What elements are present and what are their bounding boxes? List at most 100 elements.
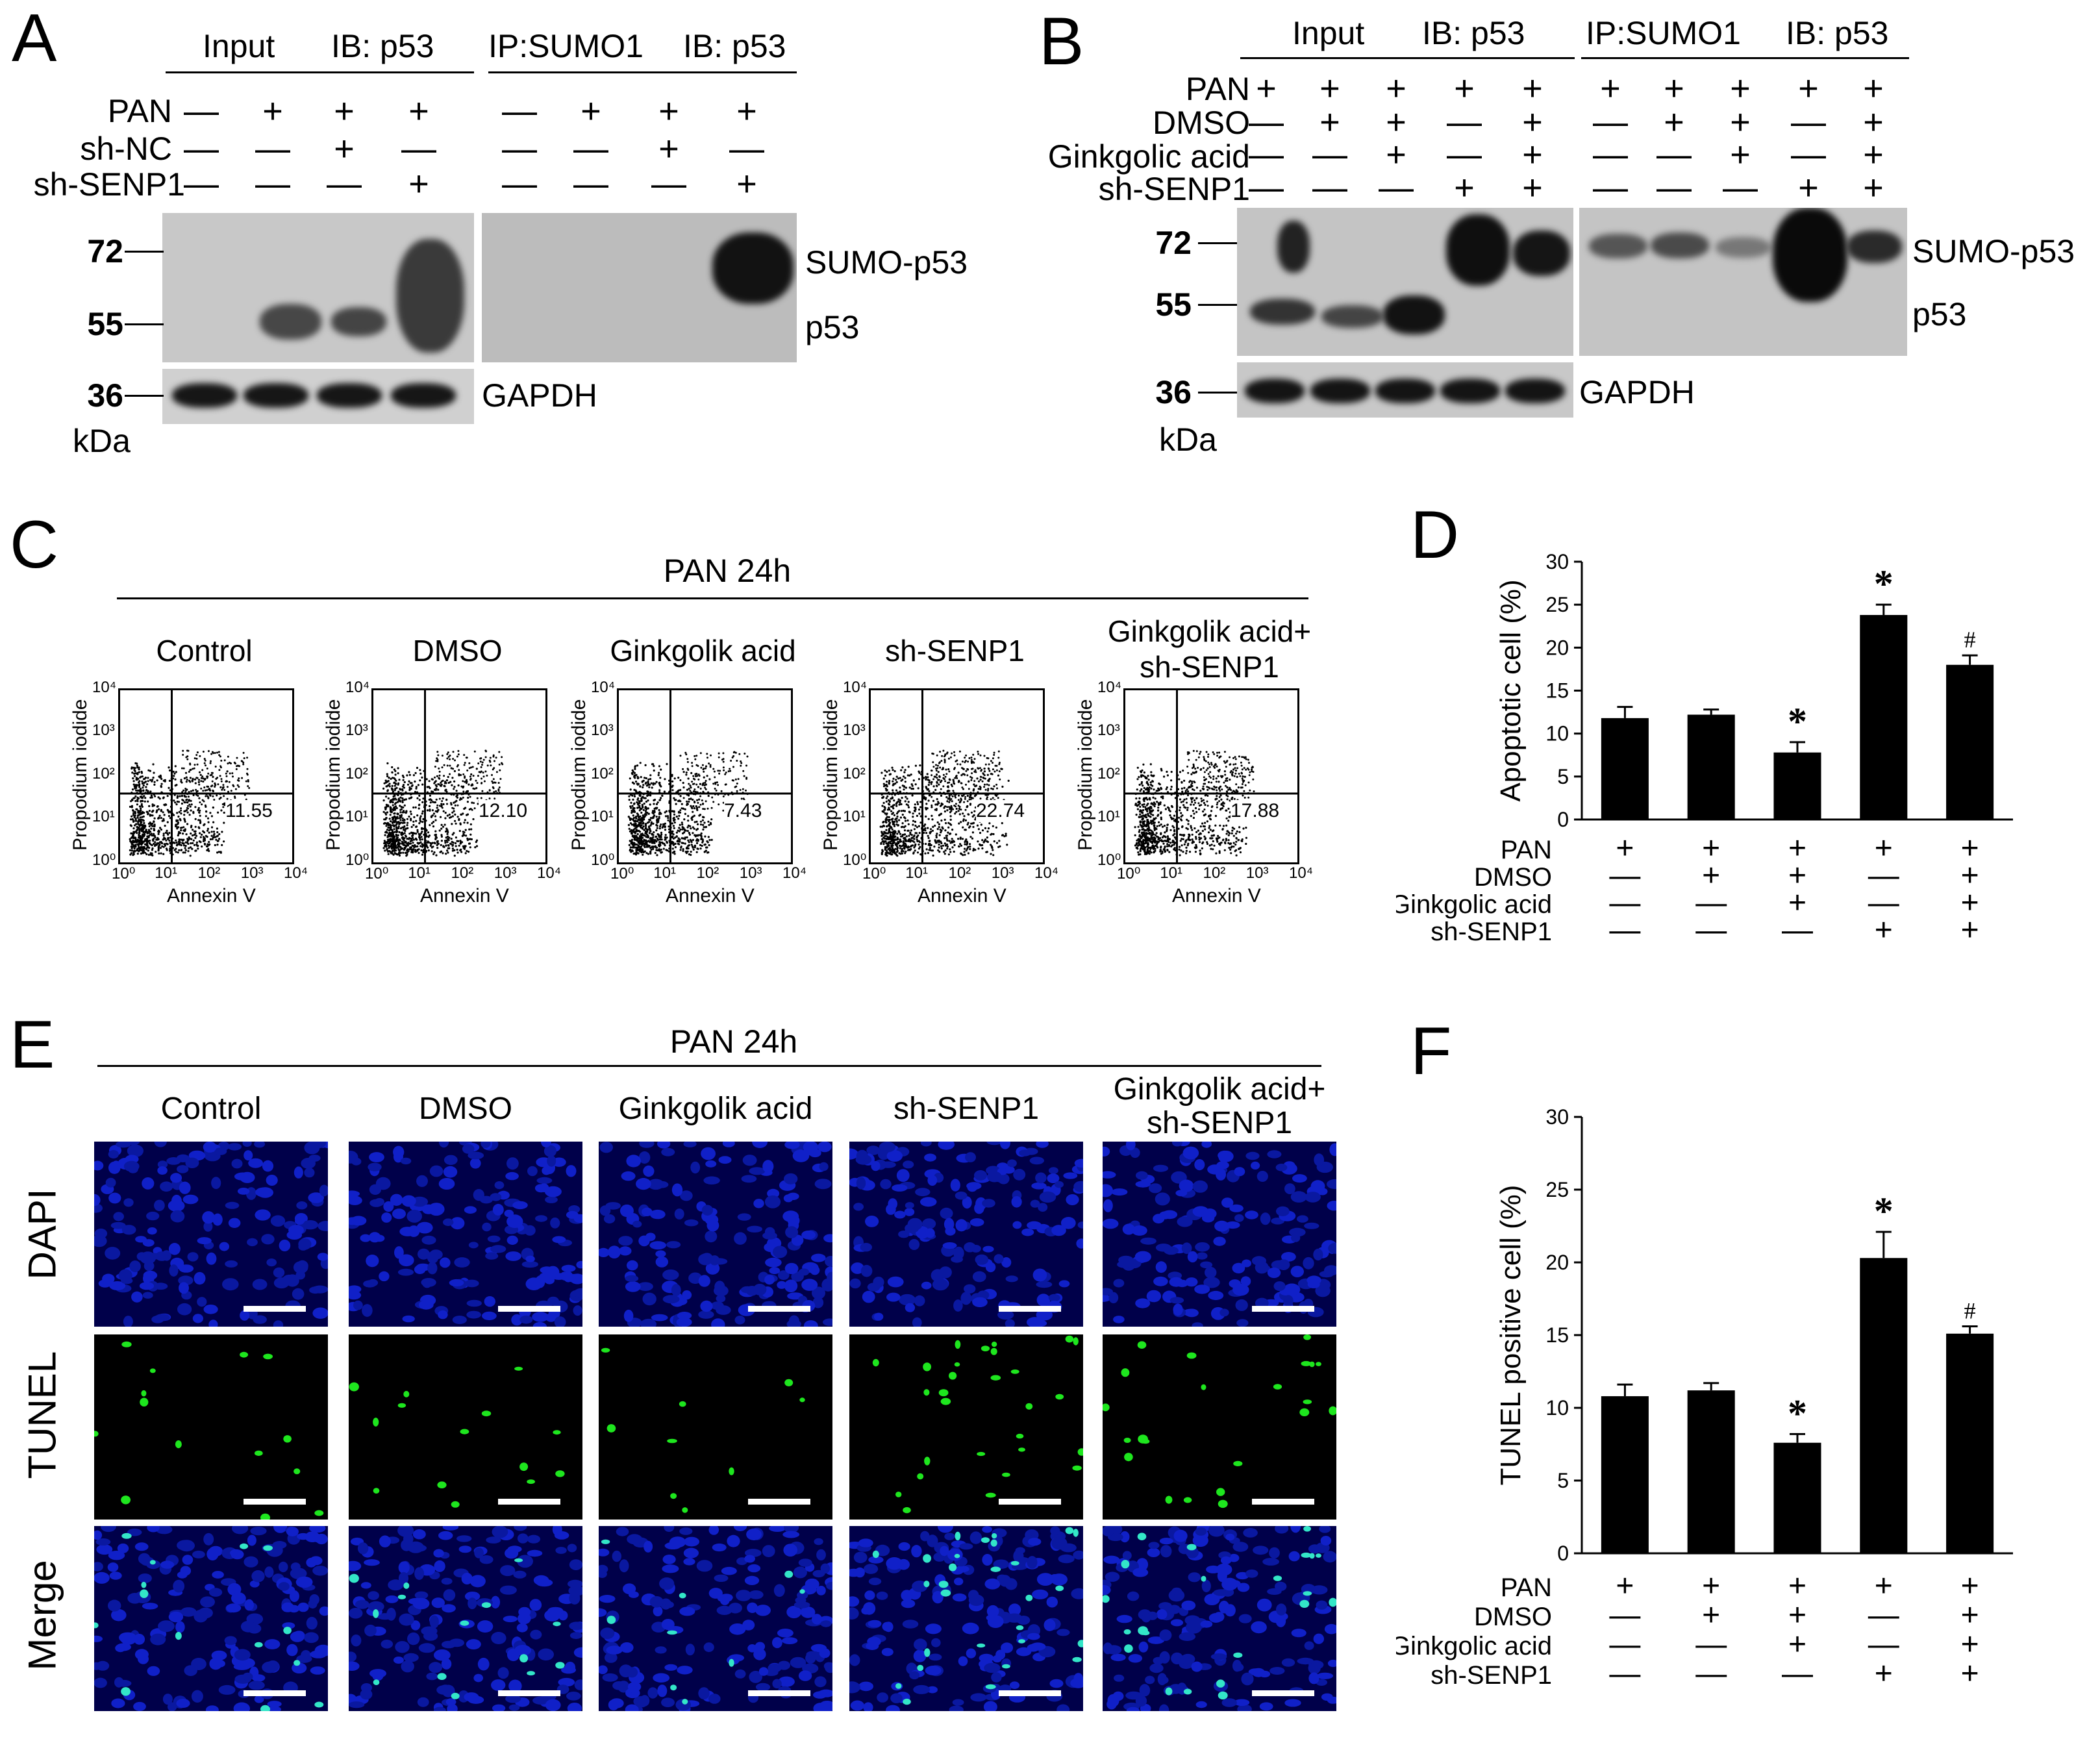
dot-cloud <box>619 690 791 862</box>
group-label: Ginkgolik acid+ <box>1113 1072 1326 1107</box>
panel-a-ip-line <box>488 71 797 73</box>
band <box>712 232 794 304</box>
cell-field <box>849 1142 1083 1327</box>
band <box>317 383 382 408</box>
sign-cell: — <box>1379 168 1414 207</box>
group-label: sh-SENP1 <box>1146 1106 1293 1140</box>
tick <box>1198 304 1237 306</box>
scale-bar <box>1252 1306 1314 1312</box>
y-tick-label: 10¹ <box>1097 807 1120 825</box>
sign-cell: + <box>1522 69 1543 108</box>
group-label: Ginkgolik acid+ <box>1107 614 1312 648</box>
apoptosis-value: 11.55 <box>225 800 273 822</box>
x-tick-label: 10¹ <box>408 864 431 882</box>
panel-a-header-ib1: IB: p53 <box>331 28 434 64</box>
x-tick-label: 10⁴ <box>782 864 807 882</box>
x-tick-label: 10⁴ <box>537 864 562 882</box>
panel-b-label-sumo: SUMO-p53 <box>1912 233 2075 269</box>
y-tick-label: 10⁴ <box>92 679 117 696</box>
significance-mark: * <box>1788 700 1807 743</box>
y-axis-label: Propodium iodide <box>69 699 91 851</box>
panel-b-input-line <box>1240 57 1575 59</box>
row-label-tunel: TUNEL <box>20 1351 64 1479</box>
y-tick-label: 10¹ <box>843 807 866 825</box>
significance-mark: * <box>1874 562 1894 605</box>
x-axis-label: Annexin V <box>666 885 755 907</box>
y-tick-label: 10⁰ <box>843 851 867 869</box>
treatment-row-label: sh-SENP1 <box>1431 918 1552 946</box>
treatment-row-label: Ginkgolic acid <box>1396 1632 1552 1660</box>
scale-bar <box>498 1306 560 1312</box>
sign-cell: + <box>736 164 757 203</box>
y-tick-label: 10² <box>843 764 866 782</box>
panel-b-gapdh-blot <box>1237 362 1573 418</box>
micrograph <box>94 1142 328 1327</box>
scale-bar <box>498 1499 560 1505</box>
group-label: Ginkgolik acid <box>618 1092 813 1126</box>
treatment-row-label: PAN <box>1501 1573 1552 1602</box>
sign-cell: + <box>658 92 679 131</box>
band <box>1310 379 1370 403</box>
panel-a-input-blot <box>162 213 474 362</box>
tick <box>125 323 164 325</box>
band <box>1250 299 1315 325</box>
sign-cell: + <box>1863 168 1884 207</box>
micrograph <box>1103 1526 1336 1711</box>
treatment-sign: + <box>1961 913 1979 947</box>
sign-cell: + <box>1863 69 1884 108</box>
scale-bar <box>999 1690 1061 1696</box>
bar <box>1946 664 1994 820</box>
sign-cell: + <box>1454 168 1475 207</box>
bar <box>1687 1390 1735 1553</box>
panel-a-label-sumo: SUMO-p53 <box>805 244 968 281</box>
panel-b-mw-72: 72 <box>1155 225 1192 261</box>
sign-cell: — <box>1723 168 1758 207</box>
y-tick-label: 0 <box>1557 1542 1569 1565</box>
x-tick-label: 10³ <box>240 864 264 882</box>
panel-a-label-gapdh: GAPDH <box>482 377 597 414</box>
flow-plot <box>1123 688 1299 864</box>
x-tick-label: 10² <box>1203 864 1226 882</box>
treatment-sign: + <box>1702 1569 1720 1603</box>
y-axis-label: TUNEL positive cell (%) <box>1495 1185 1527 1486</box>
sign-cell: — <box>1447 103 1482 142</box>
y-tick-label: 25 <box>1545 593 1569 616</box>
sign-cell: + <box>334 92 355 131</box>
sign-cell: + <box>1730 103 1751 142</box>
panel-a-header-input: Input <box>203 28 275 64</box>
apoptosis-value: 12.10 <box>479 800 528 822</box>
x-tick-label: 10² <box>451 864 474 882</box>
cell-field <box>1103 1526 1336 1711</box>
micrograph <box>849 1334 1083 1520</box>
sign-cell: — <box>1791 135 1826 174</box>
treatment-sign: — <box>1695 886 1727 920</box>
micrograph <box>349 1334 582 1520</box>
treatment-sign: + <box>1702 858 1720 893</box>
significance-mark: # <box>1964 627 1976 653</box>
sign-cell: — <box>1249 168 1284 207</box>
group-label: DMSO <box>419 1092 512 1126</box>
treatment-sign: + <box>1616 831 1634 866</box>
significance-mark: * <box>1788 1392 1807 1434</box>
y-tick-label: 30 <box>1545 550 1569 573</box>
band <box>396 239 464 353</box>
row-label-dapi: DAPI <box>20 1188 64 1280</box>
treatment-sign: + <box>1961 1598 1979 1633</box>
cell-field <box>94 1526 328 1711</box>
sign-cell: — <box>255 129 290 168</box>
panel-b-header-ib1: IB: p53 <box>1422 15 1525 51</box>
panel-a-ip-blot <box>482 213 797 362</box>
scale-bar <box>999 1306 1061 1312</box>
x-tick-label: 10¹ <box>653 864 676 882</box>
treatment-sign: + <box>1702 1598 1720 1633</box>
x-tick-label: 10³ <box>991 864 1014 882</box>
sign-cell: + <box>736 92 757 131</box>
cell-field <box>349 1526 582 1711</box>
band <box>1446 214 1510 286</box>
treatment-row-label: PAN <box>1501 836 1552 864</box>
micrograph <box>1103 1142 1336 1327</box>
y-axis-label: Propodium iodide <box>568 699 590 851</box>
y-tick-label: 10³ <box>843 721 866 740</box>
treatment-sign: + <box>1961 886 1979 920</box>
sign-cell: — <box>184 92 219 131</box>
